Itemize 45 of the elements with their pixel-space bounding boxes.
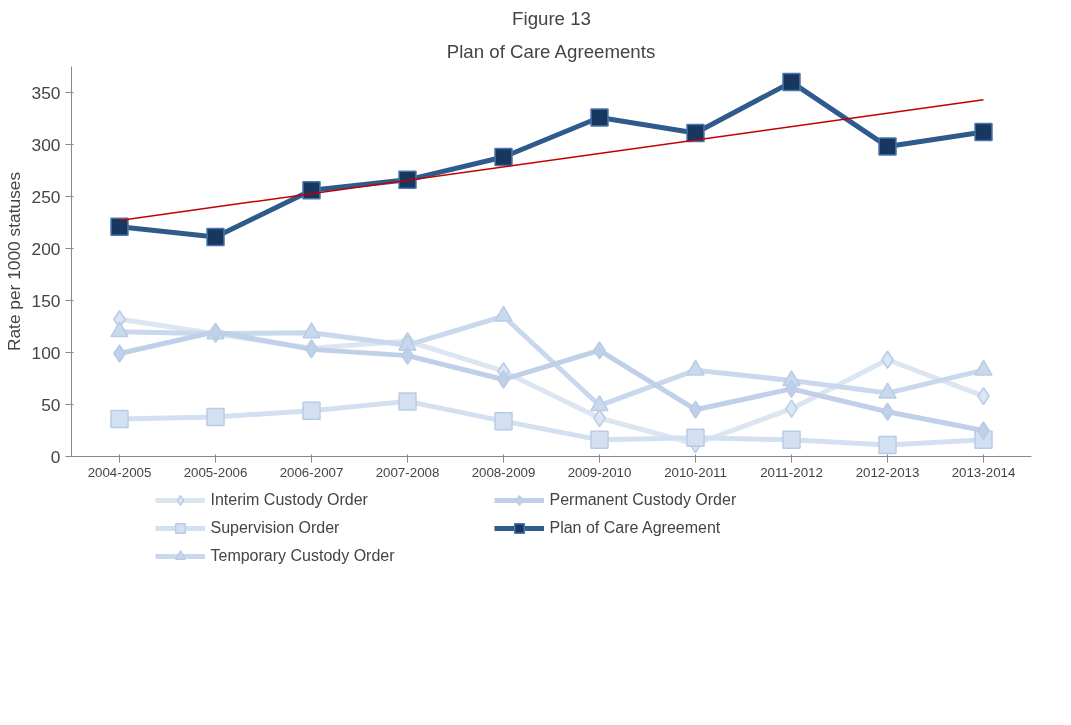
y-tick-label: 150 xyxy=(31,290,61,311)
x-tick-label: 2013-2014 xyxy=(951,464,1016,480)
legend-label: Supervision Order xyxy=(210,519,341,537)
legend-label: Temporary Custody Order xyxy=(210,547,396,565)
x-tick-label: 2008-2009 xyxy=(471,464,536,480)
x-tick-label: 2011-2012 xyxy=(760,464,823,480)
point xyxy=(398,170,417,190)
point xyxy=(110,217,129,236)
point xyxy=(782,72,801,92)
x-tick-label: 2012-2013 xyxy=(855,464,920,480)
legend-label: Permanent Custody Order xyxy=(549,491,738,509)
point xyxy=(590,430,609,450)
point xyxy=(110,409,129,429)
point xyxy=(686,428,705,448)
point xyxy=(206,407,225,427)
y-tick-label: 250 xyxy=(31,186,61,207)
y-tick-label: 300 xyxy=(31,134,61,155)
x-tick-label: 2007-2008 xyxy=(375,464,440,480)
y-tick-label: 200 xyxy=(31,238,61,259)
y-axis-title: Rate per 1000 statuses xyxy=(3,171,24,352)
y-tick-label: 50 xyxy=(41,394,61,415)
chart-title: Figure 13 xyxy=(512,7,591,29)
legend-label: Interim Custody Order xyxy=(210,491,369,509)
point xyxy=(590,108,609,127)
chart-subtitle: Plan of Care Agreements xyxy=(446,40,656,62)
legend-label: Plan of Care Agreement xyxy=(549,519,722,537)
x-tick-label: 2006-2007 xyxy=(279,464,344,480)
y-tick-label: 350 xyxy=(31,82,61,103)
point xyxy=(686,123,705,143)
y-tick-label: 0 xyxy=(50,446,61,467)
x-tick-label: 2005-2006 xyxy=(183,464,248,480)
point xyxy=(974,122,993,142)
point xyxy=(878,435,897,455)
point xyxy=(302,401,321,420)
point xyxy=(302,181,321,200)
point xyxy=(494,147,513,167)
point xyxy=(782,430,801,450)
x-tick-label: 2010-2011 xyxy=(664,464,727,480)
point xyxy=(398,392,417,411)
point xyxy=(206,227,225,247)
point xyxy=(494,411,513,431)
x-tick-label: 2009-2010 xyxy=(567,464,632,480)
x-tick-label: 2004-2005 xyxy=(87,464,152,480)
point xyxy=(878,137,897,156)
y-tick-label: 100 xyxy=(31,342,61,363)
